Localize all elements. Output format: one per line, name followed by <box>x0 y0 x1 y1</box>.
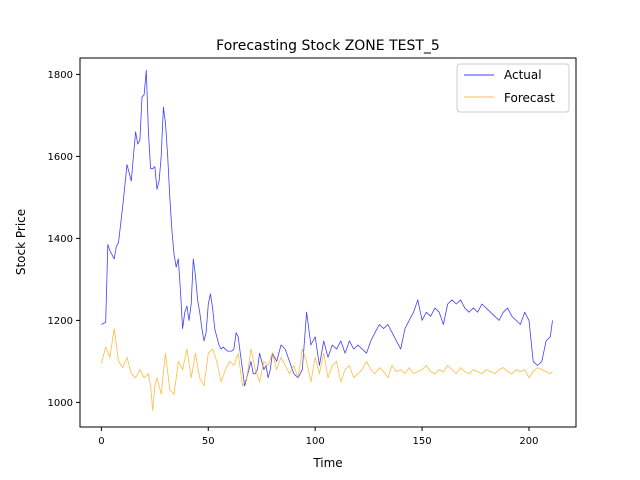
series-line-forecast <box>101 328 553 412</box>
plot-area <box>79 57 577 428</box>
x-axis: 0 50 100 150 200 <box>98 427 539 447</box>
x-axis-label: Time <box>312 456 342 470</box>
x-tick-label: 200 <box>519 436 538 447</box>
y-tick-label: 1400 <box>48 234 73 245</box>
series-layer <box>101 69 553 412</box>
y-tick-label: 1000 <box>48 398 73 409</box>
legend-frame <box>456 63 570 113</box>
x-tick-label: 100 <box>306 436 325 447</box>
y-tick-label: 1200 <box>48 316 73 327</box>
legend-label-forecast: Forecast <box>504 91 555 105</box>
y-axis: 1000 1200 1400 1600 1800 <box>48 70 80 409</box>
chart-title: Forecasting Stock ZONE TEST_5 <box>216 38 440 54</box>
x-tick-label: 50 <box>202 436 215 447</box>
x-tick-label: 0 <box>98 436 104 447</box>
legend-label-actual: Actual <box>504 68 542 82</box>
y-tick-label: 1800 <box>48 70 73 81</box>
legend: Actual Forecast <box>456 63 570 113</box>
y-axis-label: Stock Price <box>14 209 28 275</box>
y-tick-label: 1600 <box>48 152 73 163</box>
plot-frame <box>79 57 577 428</box>
x-tick-label: 150 <box>413 436 432 447</box>
